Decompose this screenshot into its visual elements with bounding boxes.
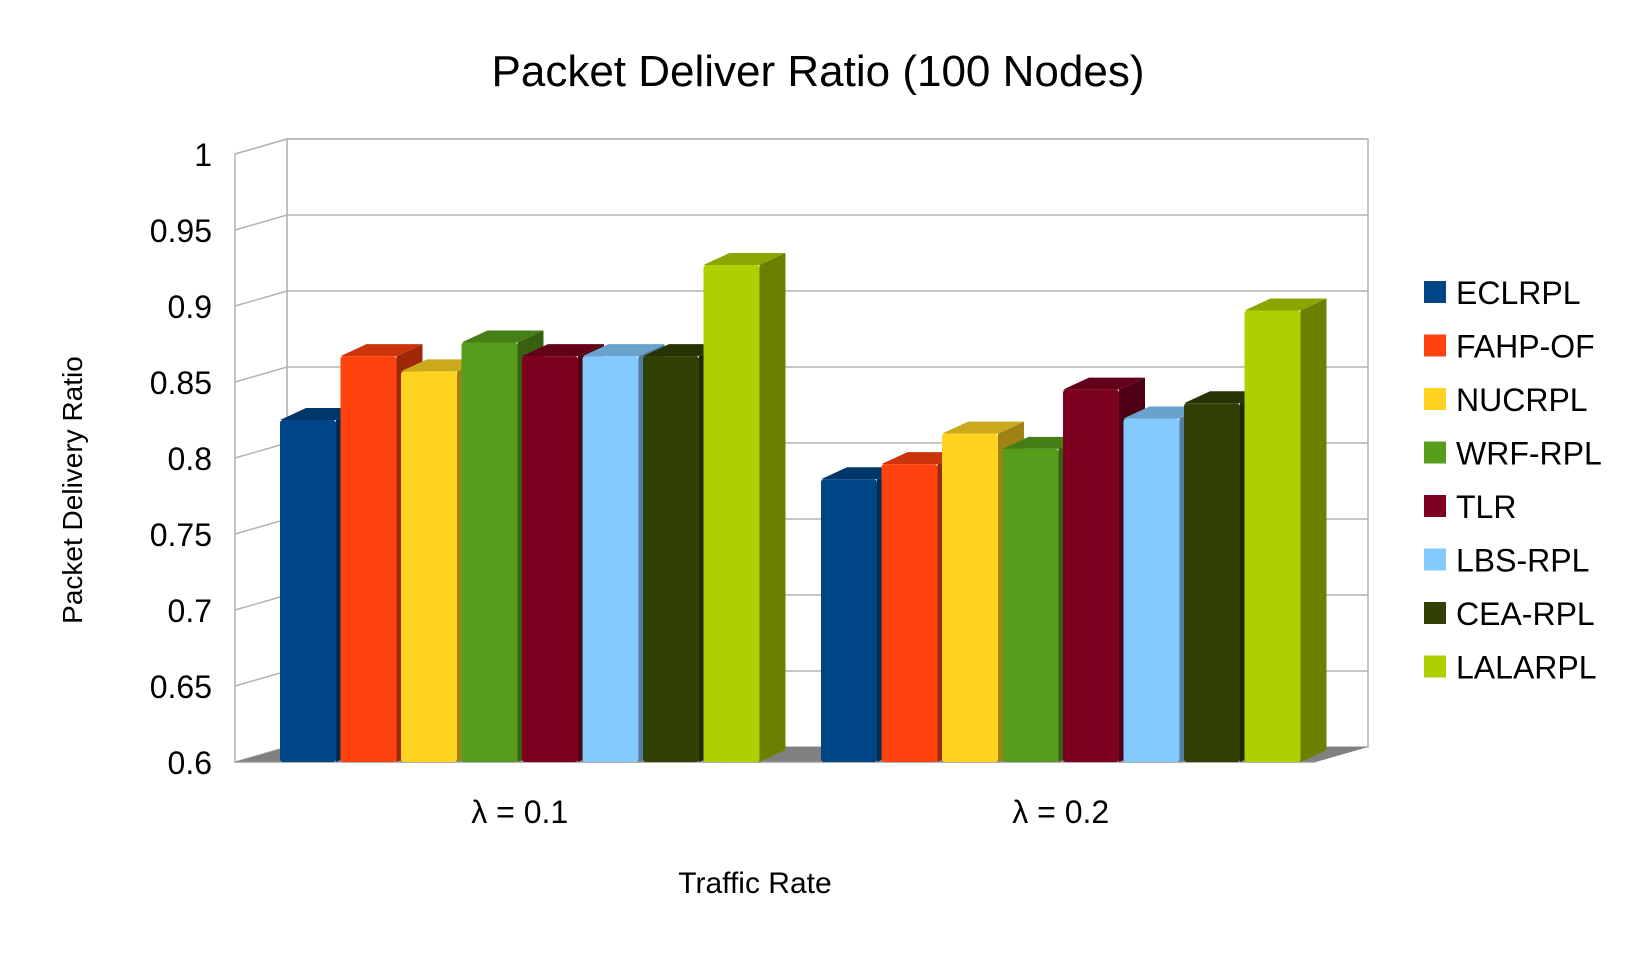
gridline (234, 290, 1368, 307)
legend-item: LBS-RPL (1456, 543, 1589, 579)
legend-swatch (1424, 495, 1446, 517)
legend-swatch (1424, 548, 1446, 571)
x-tick-label: λ = 0.1 (471, 794, 568, 830)
bar-front (821, 479, 877, 762)
legend-item: TLR (1456, 489, 1516, 525)
y-tick-label: 1 (194, 137, 212, 173)
legend-item: WRF-RPL (1456, 436, 1602, 472)
legend-swatch (1424, 655, 1446, 678)
bar-top (1063, 377, 1145, 390)
bar-top (1244, 298, 1327, 311)
y-axis-label: Packet Delivery Ratio (57, 356, 88, 624)
legend-swatch (1424, 602, 1446, 624)
bar-side (1300, 298, 1327, 762)
legend-swatch (1424, 334, 1446, 357)
x-axis-label: Traffic Rate (678, 867, 831, 900)
y-tick-label: 0.7 (168, 593, 212, 629)
bar-front (881, 464, 938, 762)
bar-top (461, 330, 544, 343)
bar-front (1063, 389, 1119, 762)
x-tick-label: λ = 0.2 (1012, 794, 1109, 830)
legend-item: CEA-RPL (1456, 596, 1595, 632)
gridline (234, 138, 1368, 155)
bar-top (942, 421, 1024, 434)
y-tick-label: 0.8 (168, 441, 212, 477)
legend-swatch (1424, 388, 1446, 410)
bar-front (401, 371, 457, 762)
legend-item: FAHP-OF (1456, 329, 1595, 365)
gridline (234, 214, 1368, 231)
bar-front (942, 433, 998, 762)
y-tick-label: 0.65 (150, 669, 212, 705)
bar-front (522, 356, 578, 762)
legend-item: ECLRPL (1456, 275, 1581, 311)
bar-front (461, 342, 518, 762)
bar-front (340, 356, 397, 762)
bar-front (703, 264, 760, 762)
bar-top (340, 344, 423, 357)
y-tick-label: 0.6 (168, 745, 212, 781)
bar-front (1123, 418, 1180, 762)
bar-front (1184, 403, 1240, 762)
y-tick-label: 0.75 (150, 517, 212, 553)
y-tick-label: 0.9 (168, 289, 212, 325)
bar-lalarpl-2 (1244, 298, 1327, 762)
bar-front (1244, 310, 1301, 762)
y-tick-label: 0.95 (150, 213, 212, 249)
y-tick-label: 0.85 (150, 365, 212, 401)
bar-top (582, 344, 665, 357)
legend-item: LALARPL (1456, 650, 1597, 686)
bar-front (280, 420, 336, 762)
bar-lalarpl-1 (703, 252, 786, 762)
bar-front (582, 356, 639, 762)
bar-front (1002, 448, 1059, 762)
bar-top (522, 344, 604, 357)
legend-item: NUCRPL (1456, 382, 1588, 418)
gridline (234, 366, 1368, 383)
bar-top (703, 252, 786, 265)
bar-front (643, 356, 699, 762)
chart-title: Packet Deliver Ratio (100 Nodes) (492, 47, 1145, 96)
legend-swatch (1424, 281, 1446, 303)
legend-swatch (1424, 441, 1446, 464)
bar-side (759, 252, 786, 762)
